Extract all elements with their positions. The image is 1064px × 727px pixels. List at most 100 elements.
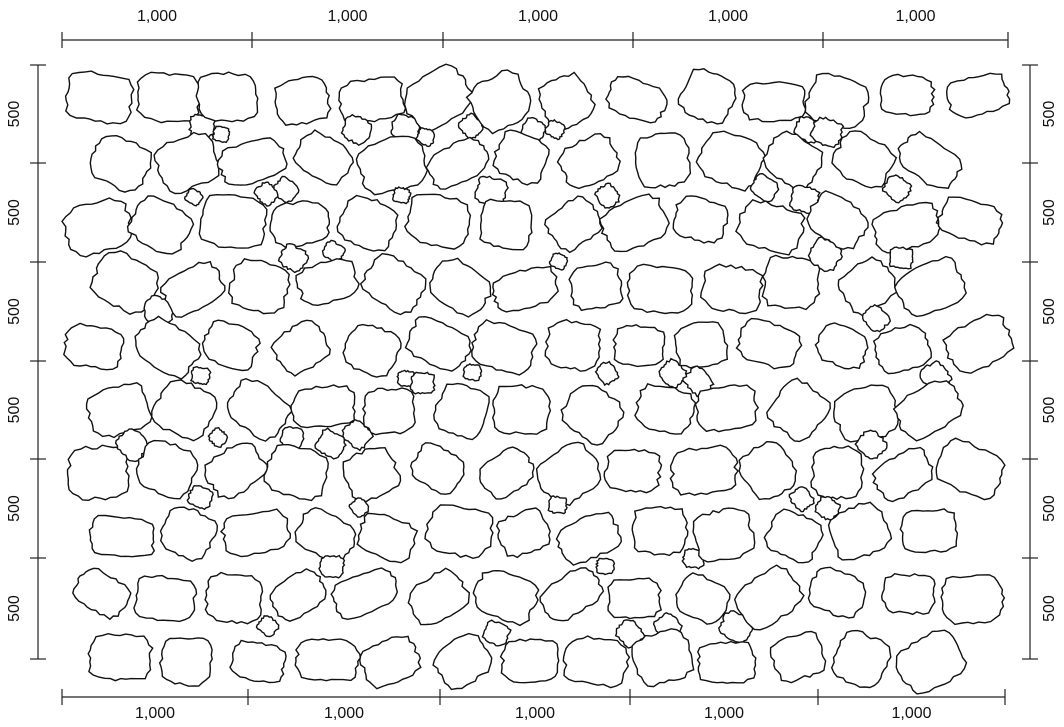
dimension-label: 1,000	[708, 8, 748, 25]
stone	[492, 129, 550, 186]
dimension-label: 1,000	[891, 705, 931, 722]
small-stone	[253, 181, 279, 207]
small-stone	[548, 252, 569, 271]
stone	[945, 72, 1011, 119]
stone	[814, 322, 869, 370]
stone	[672, 195, 729, 244]
dimension-label: 500	[1041, 199, 1058, 226]
stone	[330, 567, 399, 621]
stone	[544, 318, 602, 372]
stone	[827, 501, 893, 561]
stone	[294, 506, 357, 564]
small-stone	[414, 127, 436, 148]
stone	[769, 630, 827, 684]
small-stone	[861, 303, 892, 333]
stone	[134, 315, 202, 380]
small-stone	[318, 554, 346, 579]
stone	[735, 317, 803, 370]
stone	[556, 132, 621, 190]
stone	[544, 195, 603, 254]
stone	[151, 379, 218, 442]
stone	[273, 75, 332, 126]
stone	[359, 635, 422, 690]
stone	[699, 263, 764, 315]
stone	[555, 511, 623, 566]
small-stone	[277, 242, 310, 274]
stone	[491, 384, 552, 435]
stone	[603, 448, 663, 494]
stone	[695, 130, 767, 192]
small-stone	[189, 365, 212, 386]
stone	[562, 635, 631, 689]
stone	[227, 258, 291, 315]
stone	[673, 321, 729, 369]
stone	[804, 72, 870, 130]
stone	[694, 384, 760, 433]
stone	[204, 442, 269, 500]
stone	[269, 568, 327, 622]
small-stone	[462, 363, 483, 382]
stone	[359, 252, 427, 316]
stone	[216, 137, 288, 186]
stone	[201, 319, 261, 372]
small-stone	[481, 619, 512, 647]
stone	[219, 508, 292, 558]
stone	[409, 442, 465, 495]
stone	[433, 382, 490, 441]
stone	[336, 194, 399, 252]
stone	[537, 71, 596, 131]
small-stone	[809, 116, 845, 149]
stone	[64, 70, 135, 125]
stone	[766, 377, 831, 443]
stone	[761, 254, 821, 311]
stone	[491, 265, 559, 313]
stone	[669, 444, 739, 496]
stone	[72, 567, 132, 621]
small-stone	[544, 118, 566, 141]
stone	[560, 384, 625, 446]
stone	[830, 629, 892, 689]
stone	[831, 130, 898, 189]
stone	[895, 629, 968, 695]
stone	[425, 136, 490, 190]
stone	[361, 387, 416, 436]
stone	[338, 76, 407, 125]
stone	[479, 446, 535, 500]
dimension-label: 500	[1041, 298, 1058, 325]
small-stone	[593, 182, 621, 209]
stone	[229, 639, 287, 684]
stone	[879, 73, 936, 117]
small-stone	[348, 497, 370, 518]
stone	[568, 261, 624, 312]
stone	[495, 507, 551, 559]
small-stone	[888, 246, 914, 270]
stone	[407, 567, 471, 626]
dimension-label: 500	[6, 101, 23, 128]
dimension-label: 500	[1041, 595, 1058, 622]
stone	[833, 384, 902, 443]
small-stone	[340, 113, 373, 147]
stone	[897, 130, 963, 189]
small-stone	[186, 484, 214, 511]
dimension-label: 500	[6, 495, 23, 522]
dimension-label: 500	[1041, 397, 1058, 424]
stone	[88, 514, 156, 558]
dimension-label: 500	[1041, 101, 1058, 128]
stone	[61, 197, 133, 258]
dimension-label: 1,000	[135, 705, 175, 722]
dimension-label: 500	[6, 199, 23, 226]
stone	[692, 507, 756, 563]
stone	[675, 572, 731, 625]
dimension-label: 1,000	[704, 705, 744, 722]
stone	[738, 440, 798, 501]
stone	[292, 129, 355, 186]
stone	[605, 75, 668, 124]
stone	[89, 250, 160, 315]
stone	[290, 384, 356, 429]
stone	[356, 512, 419, 564]
stone	[153, 131, 221, 195]
small-stone	[255, 615, 280, 638]
stone	[133, 574, 198, 623]
stone	[535, 441, 602, 508]
